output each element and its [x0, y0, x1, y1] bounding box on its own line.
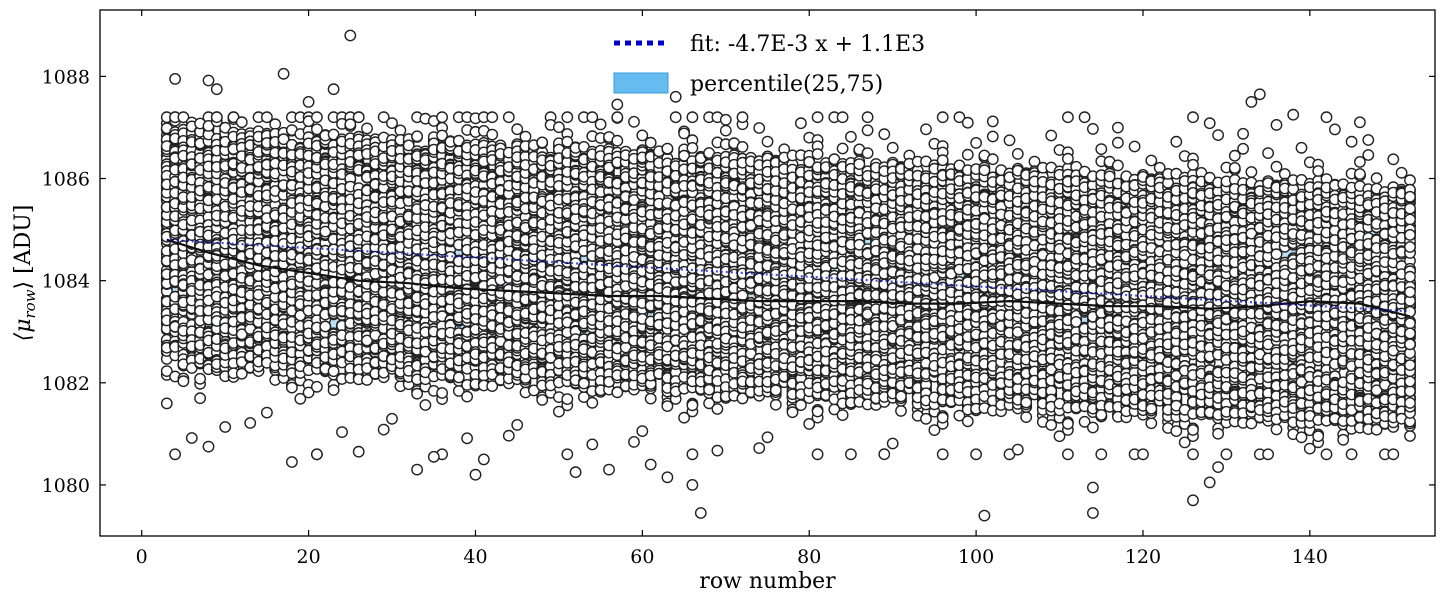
scatter-point — [160, 397, 173, 410]
scatter-point — [502, 111, 515, 124]
scatter-point — [386, 117, 398, 130]
scatter-point — [419, 399, 432, 411]
scatter-point — [269, 118, 282, 131]
scatter-point — [411, 130, 423, 143]
scatter-point — [177, 375, 190, 388]
scatter-point — [386, 412, 398, 425]
scatter-point — [377, 423, 390, 436]
scatter-point — [327, 384, 340, 396]
scatter-point — [169, 448, 182, 461]
scatter-point — [327, 365, 340, 378]
scatter-point — [352, 111, 365, 124]
scatter-point — [244, 417, 257, 429]
scatter-point — [235, 116, 248, 129]
scatter-point — [194, 372, 207, 385]
scatter-point — [219, 421, 232, 433]
scatter-point — [452, 371, 465, 384]
scatter-point — [336, 426, 348, 438]
scatter-point — [511, 123, 524, 136]
scatter-point — [361, 122, 373, 135]
scatter-point — [486, 128, 499, 141]
scatter-point — [285, 381, 298, 394]
scatter-point — [160, 365, 173, 377]
scatter-point — [486, 111, 499, 124]
scatter-point — [502, 429, 515, 442]
scatter-point — [436, 111, 448, 124]
scatter-point — [511, 418, 524, 431]
scatter-points-layer — [160, 29, 1416, 522]
scatter-point — [461, 390, 473, 403]
scatter-point — [210, 111, 223, 124]
scatter-point — [461, 432, 473, 445]
scatter-point — [185, 432, 198, 444]
scatter-point — [436, 387, 448, 399]
scatter-point — [310, 111, 323, 124]
scatter-point — [260, 406, 273, 419]
scatter-point — [194, 392, 207, 405]
scatter-point — [310, 380, 323, 393]
